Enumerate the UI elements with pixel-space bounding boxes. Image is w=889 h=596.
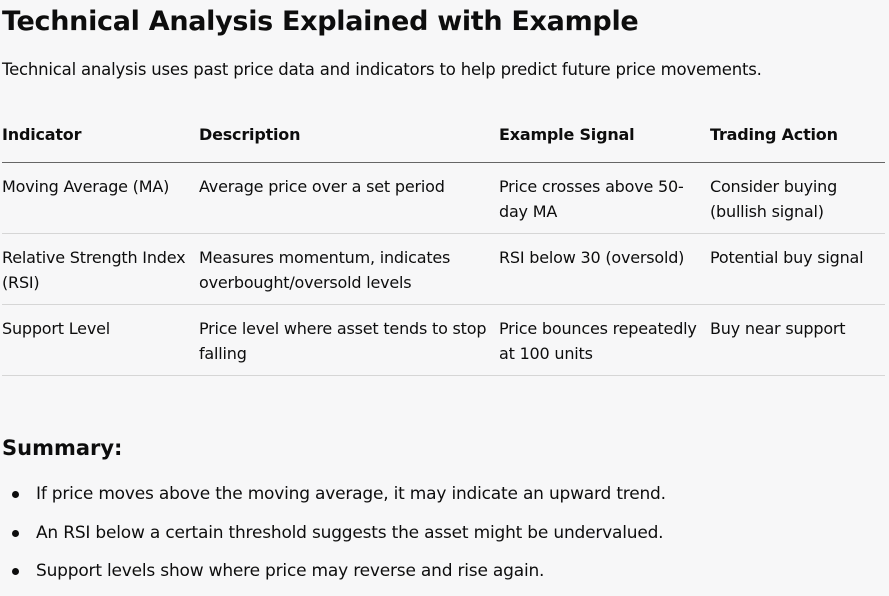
- cell-example-signal: Price crosses above 50-day MA: [499, 162, 710, 234]
- list-item: An RSI below a certain threshold suggest…: [0, 519, 666, 558]
- header-example-signal: Example Signal: [499, 112, 710, 163]
- table-row: Moving Average (MA) Average price over a…: [2, 162, 885, 234]
- bullet-icon: [12, 568, 19, 575]
- cell-trading-action: Consider buying (bullish signal): [710, 162, 885, 234]
- header-trading-action: Trading Action: [710, 112, 885, 163]
- summary-heading: Summary:: [2, 436, 123, 460]
- indicator-table: Indicator Description Example Signal Tra…: [2, 112, 885, 376]
- header-description: Description: [199, 112, 499, 163]
- cell-trading-action: Potential buy signal: [710, 233, 885, 305]
- list-item-text: If price moves above the moving average,…: [36, 484, 666, 504]
- list-item: Support levels show where price may reve…: [0, 557, 666, 596]
- bullet-icon: [12, 491, 19, 498]
- page-title: Technical Analysis Explained with Exampl…: [2, 6, 639, 37]
- summary-list: If price moves above the moving average,…: [0, 480, 666, 596]
- cell-description: Measures momentum, indicates overbought/…: [199, 233, 499, 305]
- cell-indicator: Moving Average (MA): [2, 162, 199, 234]
- cell-example-signal: Price bounces repeatedly at 100 units: [499, 304, 710, 376]
- bullet-icon: [12, 529, 19, 537]
- intro-text: Technical analysis uses past price data …: [2, 60, 762, 79]
- header-indicator: Indicator: [2, 112, 199, 163]
- cell-description: Average price over a set period: [199, 162, 499, 234]
- cell-example-signal: RSI below 30 (oversold): [499, 233, 710, 305]
- cell-trading-action: Buy near support: [710, 304, 885, 376]
- table-header-row: Indicator Description Example Signal Tra…: [2, 112, 885, 163]
- table-row: Relative Strength Index (RSI) Measures m…: [2, 233, 885, 305]
- list-item-text: An RSI below a certain threshold suggest…: [36, 522, 664, 543]
- cell-description: Price level where asset tends to stop fa…: [199, 304, 499, 376]
- table-row: Support Level Price level where asset te…: [2, 304, 885, 376]
- cell-indicator: Relative Strength Index (RSI): [2, 233, 199, 305]
- list-item: If price moves above the moving average,…: [0, 480, 666, 519]
- cell-indicator: Support Level: [2, 304, 199, 376]
- list-item-text: Support levels show where price may reve…: [36, 561, 545, 581]
